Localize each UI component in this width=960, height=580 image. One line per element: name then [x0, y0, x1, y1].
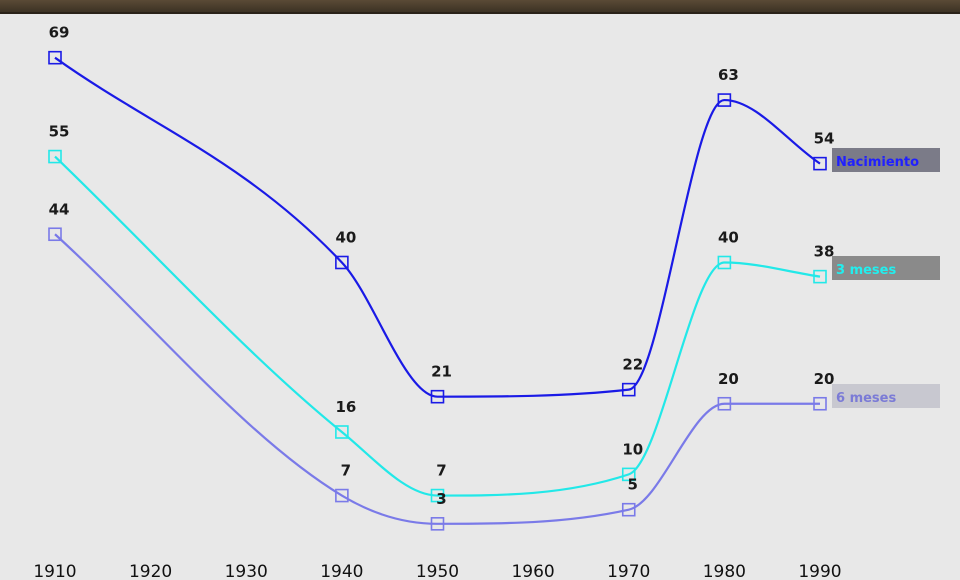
- data-label: 7: [341, 462, 351, 480]
- data-label: 7: [436, 462, 446, 480]
- data-label: 38: [814, 243, 835, 261]
- data-label: 63: [718, 66, 739, 84]
- x-axis-ticks: 1910 1920 1930 1940 1950 1960 1970 1980 1990: [33, 562, 841, 580]
- series-line-0: [54, 56, 821, 398]
- data-marker: [621, 467, 636, 482]
- data-marker: [621, 382, 636, 397]
- legend-label: 6 meses: [836, 391, 896, 406]
- series-lines: [54, 56, 821, 525]
- x-tick-label: 1910: [33, 562, 76, 580]
- x-tick-label: 1930: [225, 562, 268, 580]
- x-tick-label: 1940: [320, 562, 363, 580]
- series-markers: [48, 50, 827, 531]
- data-marker: [813, 156, 827, 171]
- data-marker: [717, 396, 732, 411]
- x-tick-label: 1950: [416, 562, 459, 580]
- data-marker: [621, 502, 636, 517]
- series-line-1: [54, 155, 821, 497]
- data-marker: [335, 425, 349, 439]
- data-labels: 69 40 21 22 63 54 55 16 7 10 40 38 44 7 3 5 20 20: [49, 24, 835, 508]
- data-marker: [717, 255, 732, 270]
- data-marker: [48, 227, 62, 242]
- data-label: 22: [622, 356, 643, 374]
- data-marker: [335, 255, 349, 270]
- legend: Nacimiento 3 meses 6 meses: [832, 148, 940, 408]
- data-label: 55: [49, 123, 70, 141]
- data-label: 54: [814, 130, 835, 148]
- data-marker: [813, 269, 827, 284]
- data-marker: [48, 149, 62, 164]
- data-marker: [430, 389, 445, 404]
- x-tick-label: 1980: [703, 562, 746, 580]
- data-marker: [335, 488, 349, 503]
- data-label: 16: [335, 398, 356, 416]
- x-tick-label: 1920: [129, 562, 172, 580]
- series-line-2: [54, 233, 820, 525]
- data-marker: [717, 93, 732, 107]
- data-label: 20: [814, 370, 835, 388]
- legend-swatch: [832, 256, 940, 280]
- data-label: 40: [335, 229, 356, 247]
- data-marker: [48, 50, 62, 65]
- legend-swatch: [832, 384, 940, 408]
- legend-swatch: [832, 148, 940, 172]
- data-marker: [430, 488, 445, 503]
- legend-item: 3 meses: [832, 256, 940, 280]
- data-label: 21: [431, 363, 452, 381]
- x-tick-label: 1960: [511, 562, 554, 580]
- legend-item: 6 meses: [832, 384, 940, 408]
- data-label: 3: [436, 490, 446, 508]
- data-label: 40: [718, 229, 739, 247]
- data-label: 44: [49, 200, 70, 218]
- legend-item: Nacimiento: [832, 148, 940, 172]
- data-marker: [813, 396, 827, 411]
- legend-label: Nacimiento: [836, 155, 919, 170]
- x-tick-label: 1990: [798, 562, 841, 580]
- x-tick-label: 1970: [607, 562, 650, 580]
- data-label: 5: [628, 476, 638, 494]
- window-title-bar: [0, 0, 960, 14]
- data-label: 10: [622, 440, 643, 458]
- data-marker: [430, 517, 445, 531]
- data-label: 20: [718, 370, 739, 388]
- legend-label: 3 meses: [836, 263, 896, 278]
- data-label: 69: [49, 24, 70, 42]
